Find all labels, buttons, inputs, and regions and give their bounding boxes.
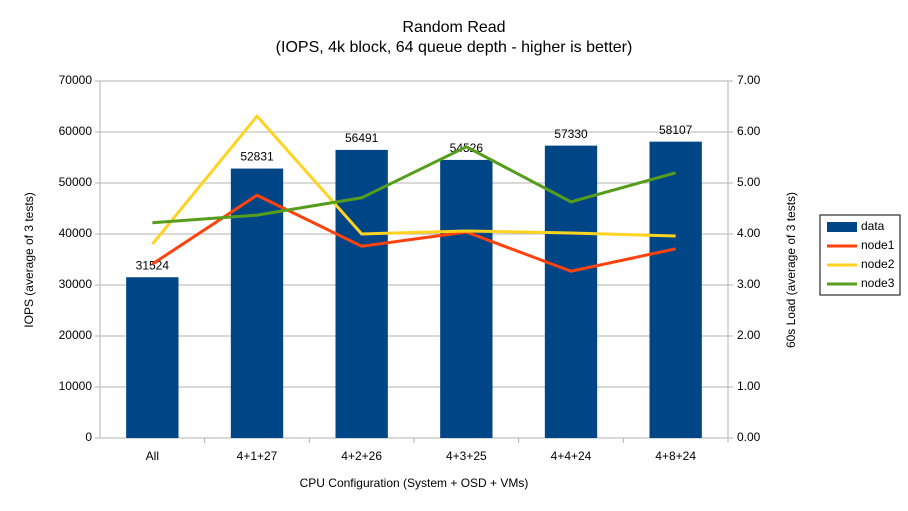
y-tick-label: 50000 bbox=[59, 175, 93, 189]
chart-subtitle: (IOPS, 4k block, 64 queue depth - higher… bbox=[276, 39, 633, 56]
bar bbox=[649, 141, 702, 438]
y2-tick-label: 0.00 bbox=[737, 430, 761, 444]
y-tick-label: 40000 bbox=[59, 226, 93, 240]
y-tick-label: 30000 bbox=[59, 277, 93, 291]
legend-label: data bbox=[861, 219, 885, 233]
data-label: 52831 bbox=[240, 150, 274, 164]
line bbox=[151, 113, 676, 246]
bar bbox=[126, 277, 179, 438]
y-tick-label: 10000 bbox=[59, 379, 93, 393]
y2-axis-label: 60s Load (average of 3 tests) bbox=[784, 192, 798, 348]
x-tick-label: All bbox=[146, 449, 159, 463]
line bbox=[151, 193, 676, 273]
bar bbox=[544, 145, 598, 438]
y-axis-label: IOPS (average of 3 tests) bbox=[22, 192, 36, 327]
data-label: 58107 bbox=[659, 123, 693, 137]
y2-tick-label: 5.00 bbox=[737, 175, 761, 189]
legend-label: node2 bbox=[861, 257, 895, 271]
y2-tick-label: 6.00 bbox=[737, 124, 761, 138]
y-tick-label: 70000 bbox=[59, 73, 93, 87]
y2-tick-label: 3.00 bbox=[737, 277, 761, 291]
y2-tick-label: 4.00 bbox=[737, 226, 761, 240]
y2-tick-label: 1.00 bbox=[737, 379, 761, 393]
y-tick-label: 20000 bbox=[59, 328, 93, 342]
x-tick-label: 4+4+24 bbox=[551, 449, 592, 463]
y-tick-label: 0 bbox=[85, 430, 92, 444]
bar bbox=[440, 159, 493, 438]
y-tick-label: 60000 bbox=[59, 124, 93, 138]
chart-title: Random Read bbox=[402, 19, 505, 36]
x-tick-label: 4+8+24 bbox=[655, 449, 696, 463]
x-tick-label: 4+3+25 bbox=[446, 449, 487, 463]
y2-tick-label: 2.00 bbox=[737, 328, 761, 342]
x-tick-label: 4+1+27 bbox=[237, 449, 278, 463]
x-axis-label: CPU Configuration (System + OSD + VMs) bbox=[300, 476, 529, 490]
y2-tick-label: 7.00 bbox=[737, 73, 761, 87]
bar bbox=[335, 149, 388, 438]
x-tick-label: 4+2+26 bbox=[341, 449, 382, 463]
data-label: 57330 bbox=[554, 127, 588, 141]
line bbox=[152, 145, 677, 225]
data-label: 56491 bbox=[345, 131, 379, 145]
legend-label: node1 bbox=[861, 238, 895, 252]
legend-swatch bbox=[827, 222, 857, 232]
legend-label: node3 bbox=[861, 276, 895, 290]
data-label: 31524 bbox=[136, 258, 170, 272]
